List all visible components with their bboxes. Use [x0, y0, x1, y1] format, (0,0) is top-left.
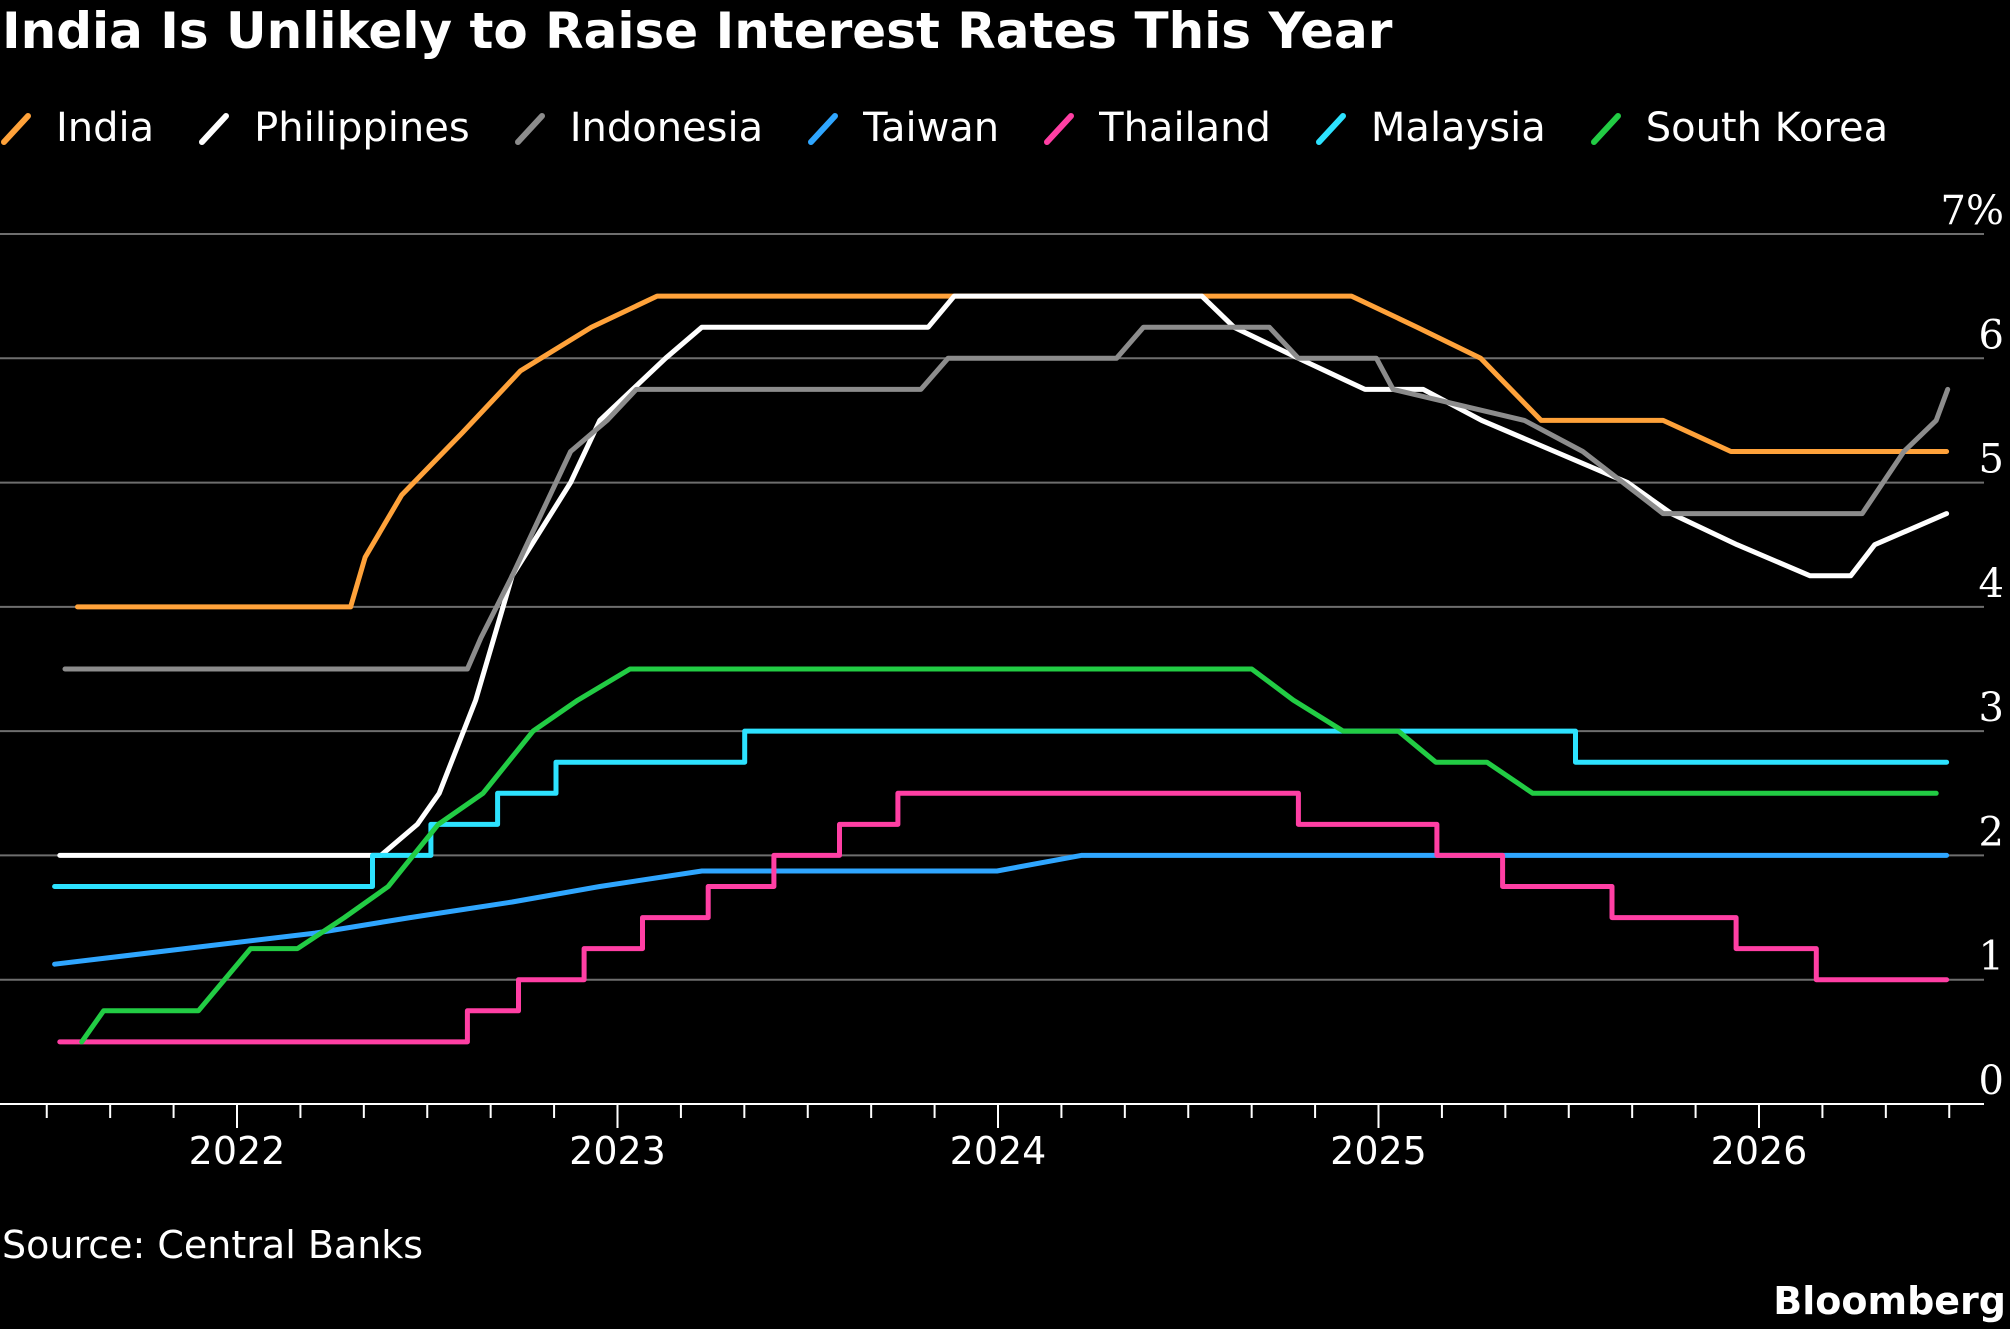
legend-swatch-icon: [1, 113, 31, 145]
legend-item-malaysia: Malaysia: [1315, 105, 1546, 151]
legend-label: Thailand: [1099, 105, 1271, 151]
y-tick-label: 6: [1979, 312, 2004, 358]
chart-title: India Is Unlikely to Raise Interest Rate…: [2, 2, 1393, 60]
legend-swatch-icon: [808, 113, 839, 145]
series-line-philippines: [57, 293, 1950, 858]
legend-item-india: India: [0, 105, 154, 151]
y-tick-label: 0: [1979, 1058, 2004, 1104]
legend-item-taiwan: Taiwan: [807, 105, 999, 151]
legend-label: Taiwan: [863, 105, 1000, 151]
series-line-india: [75, 293, 1950, 610]
series-line-taiwan: [52, 852, 1950, 967]
x-tick-label: 2026: [1711, 1129, 1808, 1173]
brand-logo: Bloomberg: [1773, 1279, 2006, 1323]
y-tick-label: 7%: [1941, 188, 2004, 234]
x-tick-label: 2023: [569, 1129, 666, 1173]
source-note: Source: Central Banks: [2, 1223, 424, 1267]
x-tick-label: 2022: [189, 1129, 286, 1173]
legend-label: Malaysia: [1370, 105, 1546, 151]
legend-label: South Korea: [1645, 105, 1889, 151]
legend-item-philippines: Philippines: [198, 105, 470, 151]
y-tick-label: 2: [1979, 809, 2004, 855]
series-line-indonesia: [62, 324, 1951, 672]
x-tick-label: 2024: [950, 1129, 1047, 1173]
legend-swatch-icon: [199, 113, 230, 145]
y-tick-label: 1: [1979, 934, 2004, 980]
legend-item-thailand: Thailand: [1043, 105, 1271, 151]
y-tick-label: 4: [1979, 561, 2004, 607]
x-tick-label: 2025: [1330, 1129, 1427, 1173]
legend-label: India: [56, 105, 155, 151]
legend-item-indonesia: Indonesia: [514, 105, 763, 151]
legend-item-south-korea: South Korea: [1590, 105, 1888, 151]
legend-swatch-icon: [1590, 113, 1621, 145]
legend-swatch-icon: [514, 113, 545, 145]
legend-label: Philippines: [254, 105, 470, 151]
legend-label: Indonesia: [569, 105, 764, 151]
legend: India Philippines Indonesia Taiwan Thailand M…: [0, 100, 1932, 156]
series-line-thailand: [57, 790, 1950, 1045]
legend-swatch-icon: [1044, 113, 1075, 145]
legend-swatch-icon: [1315, 113, 1346, 145]
y-tick-label: 5: [1979, 437, 2004, 483]
y-tick-label: 3: [1979, 685, 2004, 731]
series-line-malaysia: [52, 728, 1950, 889]
series-line-south-korea: [79, 666, 1939, 1045]
